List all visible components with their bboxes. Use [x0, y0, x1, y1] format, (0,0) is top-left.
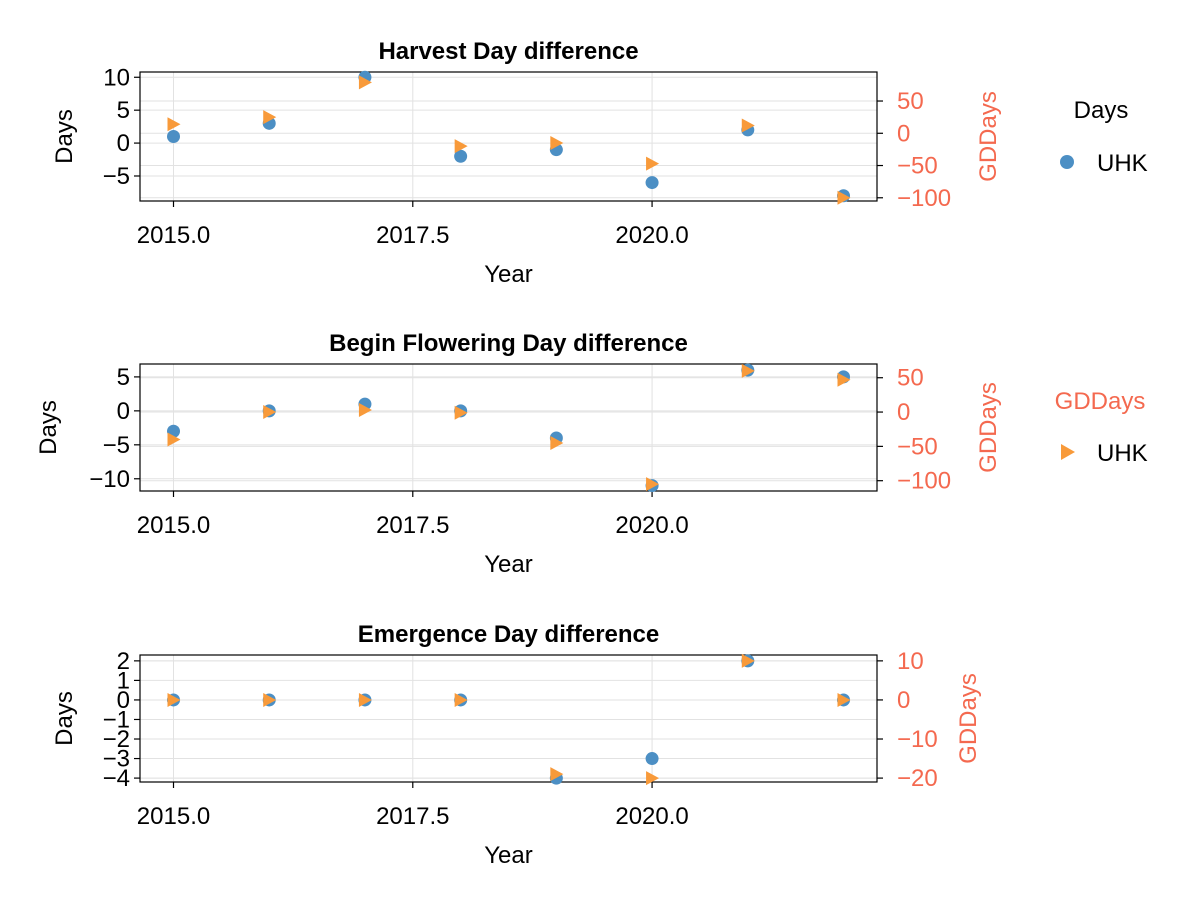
gddays-point — [167, 117, 181, 132]
y-tick-label: 10 — [103, 64, 130, 91]
legend-days-marker — [1060, 155, 1074, 169]
gddays-point — [358, 402, 372, 417]
gddays-point — [358, 75, 372, 90]
y-tick-label: 2 — [117, 648, 130, 675]
chart-title: Begin Flowering Day difference — [329, 330, 688, 357]
gddays-point — [263, 110, 277, 125]
x-tick-label: 2017.5 — [376, 803, 449, 830]
x-tick-label: 2020.0 — [615, 512, 688, 539]
gddays-point — [550, 435, 564, 450]
gddays-point — [454, 692, 468, 707]
y-tick-label: −10 — [89, 466, 130, 493]
y-right-tick-label: 0 — [897, 687, 910, 714]
gddays-point — [741, 363, 755, 378]
y-axis-label: Days — [51, 691, 78, 746]
x-axis-label: Year — [484, 261, 533, 288]
legend-days-title: Days — [1074, 97, 1129, 124]
days-point — [645, 176, 659, 190]
gddays-point — [358, 692, 372, 707]
y-tick-label: −2 — [103, 726, 130, 753]
gddays-point — [646, 771, 660, 786]
days-point — [645, 752, 659, 766]
y-right-tick-label: −50 — [897, 433, 938, 460]
y-right-tick-label: −20 — [897, 765, 938, 792]
y-right-tick-label: 10 — [897, 648, 924, 675]
legend-days: Days UHK — [1060, 97, 1148, 177]
gddays-point — [263, 692, 277, 707]
y-tick-label: −1 — [103, 706, 130, 733]
y-axis-label: Days — [35, 400, 62, 455]
x-tick-label: 2015.0 — [137, 222, 210, 249]
y-right-tick-label: −50 — [897, 153, 938, 180]
gddays-point — [837, 190, 851, 205]
gddays-point — [454, 405, 468, 420]
y-tick-label: 0 — [117, 687, 130, 714]
chart-panel-1: Harvest Day difference 2015.0 2017.5 2020.0… — [51, 38, 1002, 288]
x-axis-label: Year — [484, 551, 533, 578]
x-tick-label: 2020.0 — [615, 803, 688, 830]
legend-gddays-marker — [1061, 444, 1075, 460]
legend-gddays-title: GDDays — [1055, 388, 1146, 415]
gddays-point — [837, 692, 851, 707]
y-right-tick-label: 0 — [897, 399, 910, 426]
gddays-point — [167, 692, 181, 707]
x-axis-label: Year — [484, 842, 533, 869]
days-point — [167, 130, 180, 143]
legend-gddays-entry: UHK — [1097, 440, 1148, 467]
plot-frame — [139, 363, 878, 492]
gddays-point — [646, 156, 660, 171]
x-tick-label: 2015.0 — [137, 512, 210, 539]
x-tick-label: 2015.0 — [137, 803, 210, 830]
y-tick-label: −5 — [103, 163, 130, 190]
y-right-tick-label: 50 — [897, 88, 924, 115]
plot-frame — [139, 71, 878, 202]
gddays-point — [646, 477, 660, 492]
legend-days-entry: UHK — [1097, 150, 1148, 177]
x-tick-label: 2017.5 — [376, 222, 449, 249]
gddays-point — [741, 653, 755, 668]
gddays-point — [263, 405, 277, 420]
y-tick-label: 0 — [117, 130, 130, 157]
y-tick-label: 0 — [117, 398, 130, 425]
days-point — [454, 149, 468, 163]
y-axis-label: Days — [51, 109, 78, 164]
gddays-point — [837, 372, 851, 387]
gddays-point — [167, 432, 181, 447]
y-tick-label: 5 — [117, 364, 130, 391]
chart-title: Harvest Day difference — [378, 38, 638, 65]
y-tick-label: 5 — [117, 97, 130, 124]
y-tick-label: −4 — [103, 765, 130, 792]
gddays-point — [550, 767, 564, 782]
y-right-tick-label: −100 — [897, 185, 951, 212]
y-right-tick-label: −100 — [897, 468, 951, 495]
y-tick-label: 1 — [117, 667, 130, 694]
y-right-axis-label: GDDays — [975, 91, 1002, 182]
chart-panel-2: Begin Flowering Day difference 2015.0 2017… — [35, 330, 1002, 578]
x-tick-label: 2017.5 — [376, 512, 449, 539]
gddays-point — [550, 135, 564, 150]
y-right-tick-label: 0 — [897, 120, 910, 147]
y-right-tick-label: −10 — [897, 726, 938, 753]
gddays-point — [454, 139, 468, 154]
x-tick-label: 2020.0 — [615, 222, 688, 249]
y-right-tick-label: 50 — [897, 365, 924, 392]
chart-title: Emergence Day difference — [358, 621, 659, 648]
y-right-axis-label: GDDays — [975, 382, 1002, 473]
y-tick-label: −3 — [103, 746, 130, 773]
legend-gddays: GDDays UHK — [1055, 388, 1148, 467]
gddays-point — [741, 118, 755, 133]
plot-frame — [139, 654, 878, 783]
y-right-axis-label: GDDays — [955, 673, 982, 764]
y-tick-label: −5 — [103, 432, 130, 459]
